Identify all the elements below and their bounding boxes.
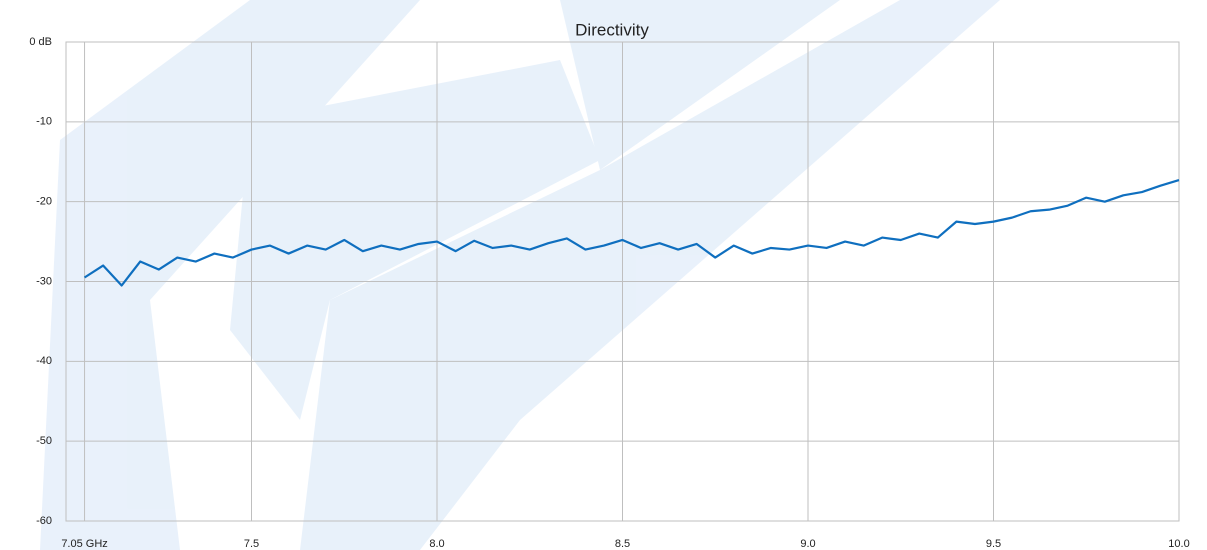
x-tick-label: 9.5 (986, 538, 1001, 550)
x-tick-label: 10.0 (1168, 538, 1189, 550)
y-tick-label: 0 dB (29, 36, 52, 48)
x-tick-label: 7.05 GHz (61, 538, 107, 550)
y-tick-label: -20 (36, 196, 52, 208)
watermark-shape (230, 60, 600, 420)
x-tick-label: 8.5 (615, 538, 630, 550)
watermark-shape (40, 0, 420, 550)
y-tick-label: -50 (36, 435, 52, 447)
x-tick-label: 7.5 (244, 538, 259, 550)
watermark-shape (300, 0, 1000, 550)
watermark (40, 0, 1000, 550)
y-tick-label: -40 (36, 355, 52, 367)
y-tick-label: -30 (36, 275, 52, 287)
data-line (83, 179, 1180, 287)
y-tick-label: -10 (36, 116, 52, 128)
x-tick-label: 8.0 (429, 538, 444, 550)
chart-title: Directivity (575, 20, 649, 39)
x-tick-label: 9.0 (800, 538, 815, 550)
y-tick-label: -60 (36, 515, 52, 527)
